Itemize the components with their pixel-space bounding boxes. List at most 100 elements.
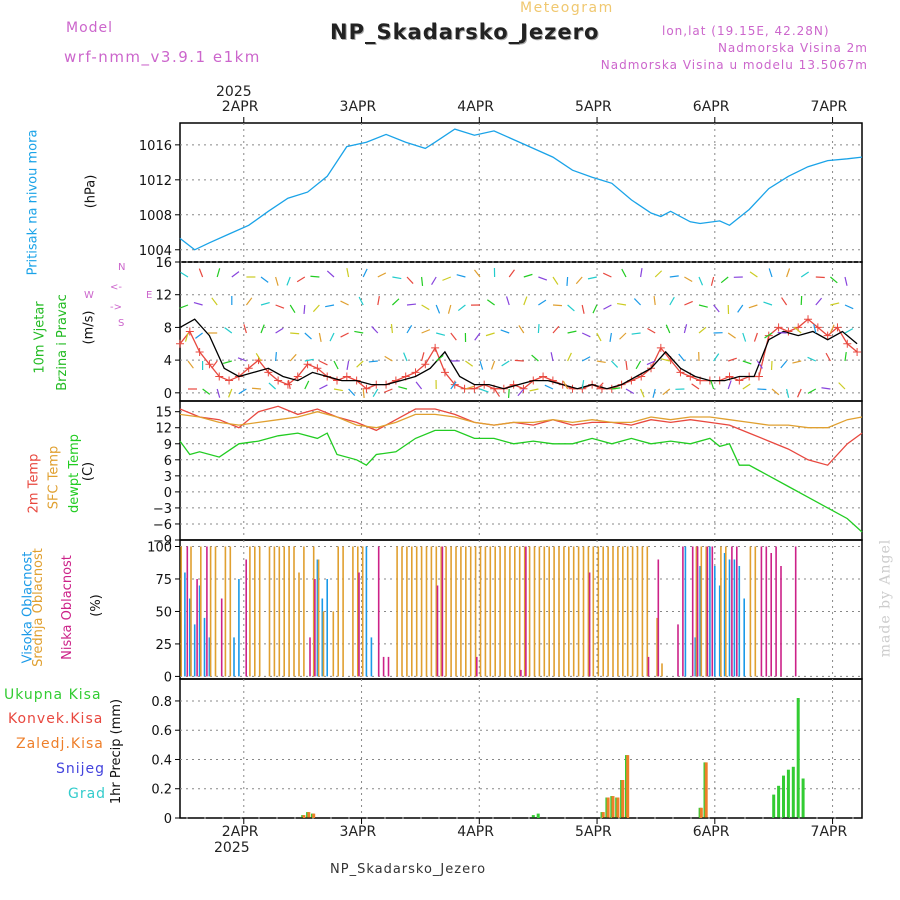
wind-arrow [567,352,572,362]
wind-arrow [356,360,364,368]
bar-clouds-1-36 [440,546,442,677]
footer-station: NP_Skadarsko_Jezero [330,862,487,877]
wind-arrow [415,381,423,390]
wind-marker-0-10 [274,376,283,385]
wind-arrow [537,323,540,334]
bar-clouds-0-21 [733,559,736,677]
wind-arrow [821,387,831,390]
wind-arrow [575,276,583,285]
wind-arrow [231,271,240,278]
wind-arrow [383,388,393,393]
bar-clouds-2-27 [760,546,763,677]
compass-label: S [118,318,125,329]
wind-arrow [290,332,300,335]
wind-arrow [406,276,414,284]
bar-clouds-1-58 [548,546,550,677]
wind-arrow [456,274,466,278]
bar-clouds-1-30 [411,546,413,677]
wind-arrow [581,380,585,390]
wind-arrow [581,332,591,338]
wind-arrow [187,360,194,369]
bar-precip-1-3 [601,812,605,818]
wind-arrow [609,332,612,342]
bar-clouds-1-76 [636,546,639,677]
wind-arrow [610,360,619,368]
bar-clouds-1-55 [533,546,536,677]
precip-legend-graupel: Grad [68,786,107,802]
bar-clouds-2-21 [691,546,694,677]
bar-precip-1-9 [699,807,703,818]
bar-clouds-1-71 [612,546,614,677]
wind-arrow [222,360,232,365]
bar-clouds-1-63 [572,546,575,677]
wind-arrow [403,352,408,362]
ytick-label-wind-3: 12 [155,289,172,304]
wind-arrow [421,329,431,334]
bottom-axis-year: 2025 [214,840,250,856]
wind-arrow [508,269,515,278]
wind-arrow [421,304,430,311]
wind-arrow [346,360,350,370]
wind-arrow [260,276,269,283]
wind-arrow [660,358,670,362]
wind-arrow [665,324,671,334]
wind-marker-0-28 [450,380,459,389]
wind-marker-0-19 [362,384,371,393]
bar-clouds-1-46 [489,546,492,677]
ytick-label-precip-4: 0.8 [151,695,172,710]
wind-marker-0-24 [411,368,420,377]
wind-arrow [485,332,495,337]
bar-clouds-1-70 [607,546,609,677]
bar-precip-0-13 [772,794,776,818]
wind-arrow [742,383,751,390]
wind-arrow [631,332,641,335]
wind-arrow [372,388,379,398]
wind-arrow [398,386,408,390]
wind-marker-0-2 [195,347,204,356]
bar-clouds-1-41 [465,546,467,677]
bar-clouds-1-34 [430,546,433,677]
wind-arrow [354,330,364,334]
wind-marker-0-17 [342,372,351,381]
wind-arrow [602,272,612,278]
wind-arrow [406,324,413,334]
wind-arrow [793,326,802,334]
wind-arrow [727,332,736,339]
wind-arrow [807,388,817,394]
wind-arrow [567,330,577,334]
wind-arrow [552,325,560,334]
ytick-label-precip-0: 0 [164,812,172,827]
bar-clouds-1-50 [509,546,511,677]
bar-clouds-1-7 [249,546,251,677]
wind-marker-0-9 [264,368,273,377]
bar-clouds-1-32 [420,546,423,677]
bar-clouds-0-1 [189,598,191,677]
wind-marker-0-68 [843,339,852,348]
wind-arrow [713,304,720,313]
bar-precip-0-14 [777,785,781,818]
ytick-label-wind-4: 16 [155,256,172,271]
wind-arrow [198,268,204,278]
wind-arrow [698,326,707,334]
wind-arrow [368,360,378,363]
wind-arrow [815,297,823,306]
wind-arrow [646,360,656,366]
wind-arrow [756,360,763,369]
wind-marker-0-57 [735,376,744,385]
wind-arrow [517,388,525,397]
bar-clouds-1-54 [528,546,531,677]
bar-clouds-2-22 [696,546,699,677]
wind-marker-0-27 [440,368,449,377]
bar-clouds-2-19 [677,624,679,677]
wind-marker-0-0 [176,339,184,348]
ytick-label-pressure-0: 1004 [139,244,172,259]
bar-clouds-1-4 [214,546,217,677]
wind-arrow [566,276,569,287]
bar-clouds-1-82 [700,546,703,677]
bar-precip-1-7 [621,780,625,818]
wind-arrow [406,303,417,306]
bar-clouds-2-9 [382,656,385,677]
wind-arrow [781,297,788,306]
wind-arrow [195,332,203,339]
wind-arrow [662,388,671,396]
